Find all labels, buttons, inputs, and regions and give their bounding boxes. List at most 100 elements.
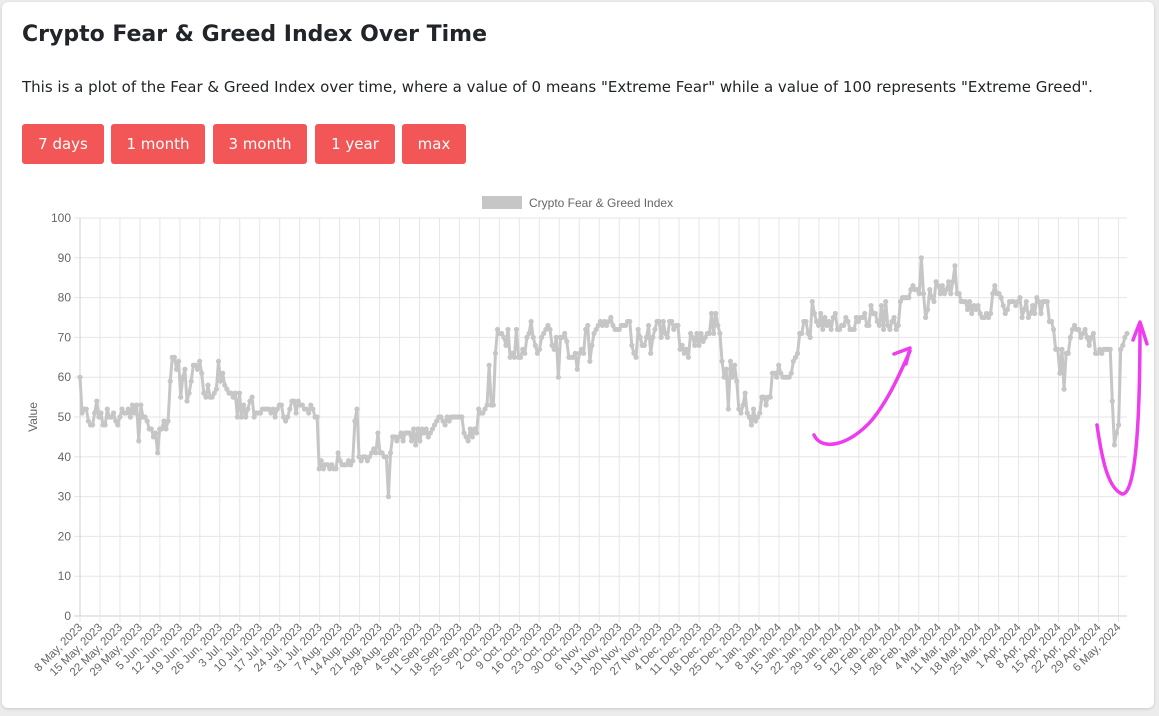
data-point[interactable] [1002, 310, 1008, 317]
data-point[interactable] [469, 434, 475, 440]
data-point[interactable] [159, 426, 165, 432]
range-7-days-button[interactable]: 7 days [22, 124, 104, 164]
data-point[interactable] [432, 422, 438, 428]
data-point[interactable] [943, 287, 950, 293]
data-point[interactable] [664, 334, 671, 340]
data-point[interactable] [572, 350, 578, 356]
data-point[interactable] [371, 446, 377, 452]
data-point[interactable] [799, 330, 805, 337]
data-point[interactable] [1097, 346, 1103, 352]
data-point[interactable] [369, 450, 375, 456]
data-point[interactable] [465, 438, 471, 444]
data-point[interactable] [570, 354, 576, 360]
data-point[interactable] [874, 318, 880, 325]
data-point[interactable] [228, 390, 234, 396]
data-point[interactable] [750, 406, 757, 412]
data-point[interactable] [375, 430, 381, 436]
data-point[interactable] [232, 390, 238, 396]
data-point[interactable] [333, 466, 339, 472]
data-point[interactable] [725, 406, 731, 412]
data-point[interactable] [969, 310, 975, 317]
data-point[interactable] [142, 414, 148, 420]
data-point[interactable] [272, 414, 278, 420]
data-point[interactable] [956, 291, 962, 297]
data-point[interactable] [868, 302, 874, 309]
data-point[interactable] [327, 466, 333, 472]
data-point[interactable] [910, 283, 916, 289]
data-point[interactable] [675, 322, 681, 329]
data-point[interactable] [696, 342, 702, 348]
data-point[interactable] [249, 394, 255, 400]
data-point[interactable] [935, 283, 941, 289]
data-point[interactable] [809, 298, 815, 305]
data-point[interactable] [908, 287, 914, 293]
data-point[interactable] [977, 310, 983, 317]
data-point[interactable] [1078, 334, 1084, 340]
data-point[interactable] [641, 342, 648, 348]
data-point[interactable] [771, 370, 778, 376]
data-point[interactable] [996, 291, 1002, 297]
data-point[interactable] [824, 322, 830, 329]
data-point[interactable] [734, 378, 740, 384]
data-point[interactable] [1027, 310, 1034, 317]
data-point[interactable] [622, 322, 629, 329]
data-point[interactable] [1076, 326, 1082, 333]
data-point[interactable] [467, 426, 473, 432]
data-point[interactable] [348, 462, 354, 468]
data-point[interactable] [551, 346, 557, 352]
data-point[interactable] [637, 334, 643, 340]
data-point[interactable] [805, 330, 811, 337]
data-point[interactable] [1021, 306, 1027, 313]
data-point[interactable] [1032, 310, 1038, 317]
data-point[interactable] [753, 418, 759, 424]
data-point[interactable] [679, 342, 685, 348]
data-point[interactable] [182, 366, 188, 372]
data-point[interactable] [238, 414, 245, 420]
data-point[interactable] [427, 430, 433, 436]
data-point[interactable] [792, 354, 799, 360]
data-point[interactable] [1013, 302, 1019, 309]
data-point[interactable] [633, 354, 639, 360]
data-point[interactable] [417, 438, 423, 444]
data-point[interactable] [1017, 295, 1023, 301]
data-point[interactable] [518, 354, 524, 360]
data-point[interactable] [1065, 350, 1071, 356]
data-point[interactable] [815, 322, 822, 329]
data-point[interactable] [683, 346, 689, 352]
data-point[interactable] [1116, 422, 1122, 428]
data-point[interactable] [459, 414, 465, 420]
data-point[interactable] [763, 402, 769, 408]
data-point[interactable] [562, 330, 568, 337]
data-point[interactable] [740, 402, 746, 408]
data-point[interactable] [826, 318, 832, 325]
data-point[interactable] [471, 426, 478, 432]
data-point[interactable] [536, 346, 543, 352]
data-point[interactable] [94, 398, 100, 404]
data-point[interactable] [1084, 334, 1090, 340]
data-point[interactable] [230, 394, 236, 400]
data-point[interactable] [881, 326, 887, 333]
data-point[interactable] [492, 350, 499, 356]
data-point[interactable] [173, 366, 180, 372]
data-point[interactable] [627, 318, 633, 325]
data-point[interactable] [595, 322, 601, 329]
data-point[interactable] [1124, 330, 1130, 337]
data-point[interactable] [767, 394, 773, 400]
data-point[interactable] [715, 322, 721, 329]
data-point[interactable] [385, 494, 392, 500]
data-point[interactable] [643, 334, 650, 340]
data-point[interactable] [631, 350, 637, 356]
data-point[interactable] [845, 318, 851, 325]
data-point[interactable] [364, 458, 371, 464]
data-point[interactable] [125, 406, 131, 412]
data-point[interactable] [729, 374, 736, 380]
data-point[interactable] [761, 394, 767, 400]
data-point[interactable] [822, 314, 828, 321]
data-point[interactable] [755, 414, 761, 420]
data-point[interactable] [352, 418, 358, 424]
data-point[interactable] [906, 295, 912, 301]
data-point[interactable] [387, 450, 394, 456]
data-point[interactable] [270, 406, 276, 412]
data-point[interactable] [161, 418, 167, 424]
data-point[interactable] [507, 354, 513, 360]
